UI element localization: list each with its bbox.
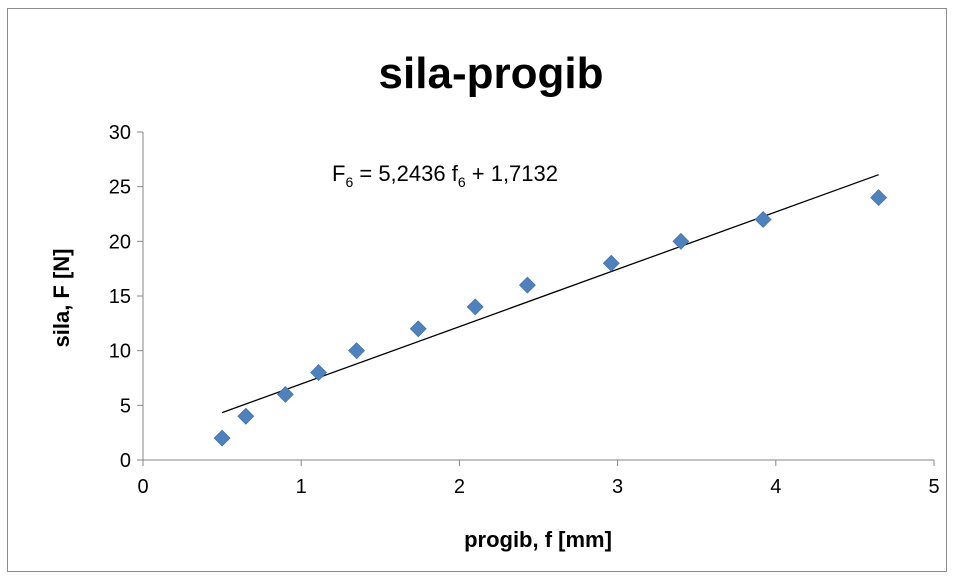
x-axis-title: progib, f [mm] (464, 527, 612, 552)
equation-middle: = 5,2436 f (353, 161, 458, 186)
axes (137, 131, 935, 466)
data-point (310, 364, 328, 381)
y-tick-label: 30 (109, 122, 131, 144)
data-point (276, 385, 294, 403)
x-tick-label: 0 (137, 476, 148, 498)
x-tick-label: 1 (296, 476, 307, 498)
chart-frame (7, 8, 947, 572)
data-point (602, 254, 620, 272)
data-point (409, 320, 427, 338)
x-tick-label: 2 (454, 476, 465, 498)
data-point (519, 276, 536, 294)
data-points (213, 189, 888, 447)
data-point (754, 211, 772, 228)
trendline (221, 174, 879, 414)
data-point (870, 189, 888, 207)
y-tick-label: 20 (109, 231, 131, 253)
equation-lhs-subscript: 6 (345, 174, 353, 190)
y-tick-label: 5 (120, 395, 131, 417)
data-point (348, 342, 365, 360)
chart-title: sila-progib (379, 49, 604, 98)
equation-rhs: + 1,7132 (466, 161, 558, 186)
data-point (466, 298, 484, 316)
y-tick-label: 10 (109, 341, 131, 363)
data-point (672, 232, 690, 250)
data-point (237, 407, 255, 425)
y-tick-label: 25 (109, 177, 131, 199)
tick-labels: 0 5 10 15 20 25 30 0 1 2 3 4 5 (109, 122, 940, 498)
equation-lhs: F (332, 161, 345, 186)
trendline-equation: F6 = 5,2436 f6 + 1,7132 (332, 161, 558, 190)
equation-middle-subscript: 6 (458, 174, 466, 190)
trendline-path (221, 174, 879, 414)
y-axis-title: sila, F [N] (49, 248, 74, 347)
x-tick-label: 3 (612, 476, 623, 498)
x-tick-label: 5 (928, 476, 939, 498)
x-tick-label: 4 (770, 476, 781, 498)
y-tick-label: 0 (120, 450, 131, 472)
data-point (213, 429, 231, 447)
y-tick-label: 15 (109, 286, 131, 308)
